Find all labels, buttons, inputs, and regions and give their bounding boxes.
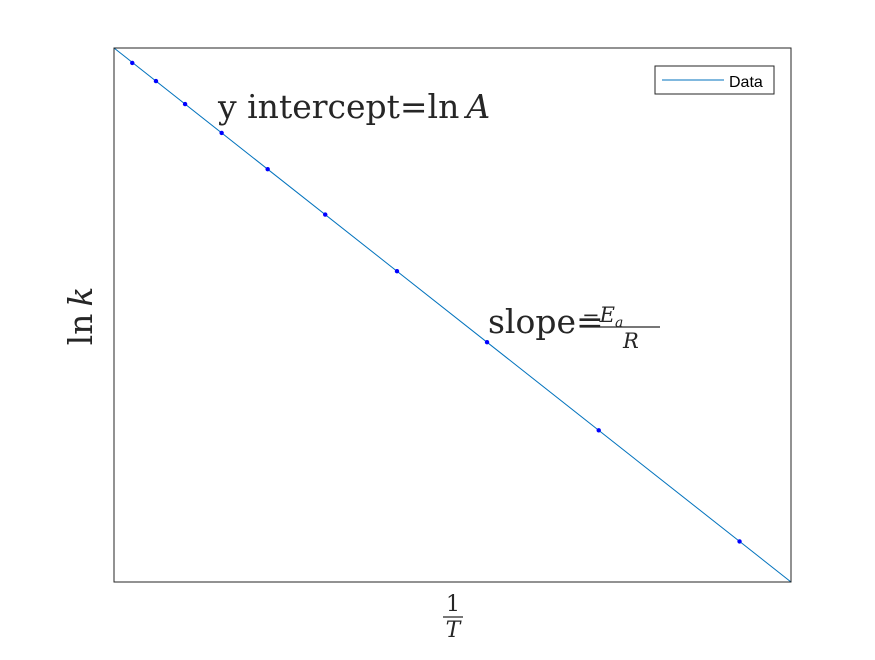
slope-numerator: −Ea: [582, 303, 623, 331]
slope-annotation: slope= −Ea R: [488, 302, 660, 353]
intercept-annotation-text: y intercept=ln: [217, 87, 459, 126]
data-point: [130, 60, 135, 66]
data-point: [596, 428, 601, 433]
x-axis-label: 1 T: [443, 592, 463, 643]
regression-line: [113, 47, 792, 583]
slope-denominator: R: [622, 329, 639, 353]
legend: Data: [654, 65, 775, 95]
data-point: [484, 340, 490, 345]
y-label-fn: ln: [61, 314, 100, 346]
data-point: [182, 101, 188, 107]
slope-annotation-text: slope=: [488, 302, 604, 341]
intercept-annotation: y intercept=ln A: [217, 87, 490, 126]
y-label-var: k: [61, 287, 100, 307]
y-axis-label: ln k: [61, 287, 100, 346]
data-point: [323, 212, 328, 217]
legend-label: Data: [729, 74, 763, 91]
slope-numerator-var: E: [599, 303, 615, 327]
data-point: [153, 78, 159, 84]
slope-numerator-sign: −: [582, 303, 600, 327]
data-point: [265, 167, 270, 172]
data-point: [737, 539, 742, 544]
marker-layer: [130, 60, 742, 544]
x-label-denominator: T: [446, 618, 463, 643]
slope-numerator-subscript: a: [615, 315, 623, 331]
x-label-numerator: 1: [446, 592, 460, 617]
data-point: [394, 269, 400, 274]
fit-line-layer: [113, 47, 792, 583]
data-point: [219, 130, 224, 136]
axes-box: [113, 47, 792, 583]
intercept-annotation-var: A: [463, 87, 490, 126]
